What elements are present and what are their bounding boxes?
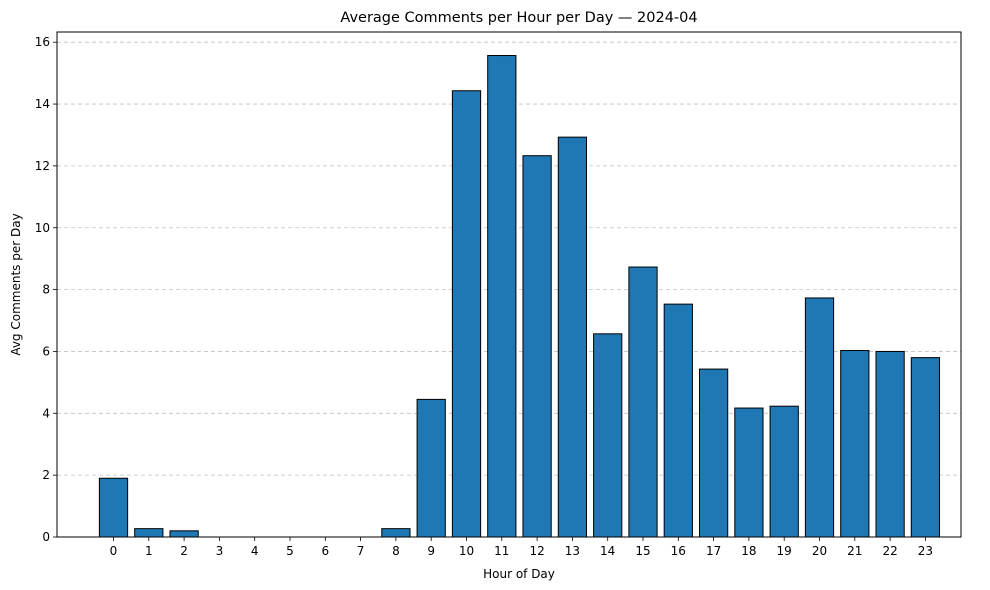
bar-hour-23: [911, 358, 939, 537]
bar-hour-14: [594, 334, 622, 537]
x-tick-label: 8: [392, 544, 400, 558]
x-tick-label: 17: [706, 544, 721, 558]
y-tick-label: 0: [42, 530, 50, 544]
bar-hour-11: [488, 56, 516, 537]
bar-hour-20: [805, 298, 833, 537]
bar-hour-0: [99, 478, 127, 537]
bar-hour-18: [735, 408, 763, 537]
x-tick-label: 15: [635, 544, 650, 558]
x-tick-label: 18: [741, 544, 756, 558]
y-tick-label: 2: [42, 468, 50, 482]
bar-hour-21: [841, 351, 869, 537]
bar-hour-16: [664, 304, 692, 537]
bar-hour-17: [699, 369, 727, 537]
x-tick-label: 11: [494, 544, 509, 558]
x-tick-label: 5: [286, 544, 294, 558]
y-axis-label: Avg Comments per Day: [9, 213, 23, 355]
x-tick-label: 7: [357, 544, 365, 558]
bar-hour-8: [382, 529, 410, 537]
bar-hour-22: [876, 351, 904, 537]
bars: [99, 56, 939, 537]
y-tick-label: 10: [35, 221, 50, 235]
x-tick-label: 9: [427, 544, 435, 558]
x-tick-label: 6: [321, 544, 329, 558]
x-tick-label: 13: [565, 544, 580, 558]
x-tick-label: 1: [145, 544, 153, 558]
x-tick-label: 12: [529, 544, 544, 558]
y-tick-label: 12: [35, 159, 50, 173]
chart-title: Average Comments per Hour per Day — 2024…: [340, 10, 697, 26]
y-tick-label: 4: [42, 406, 50, 420]
y-tick-label: 8: [42, 283, 50, 297]
bar-hour-12: [523, 156, 551, 537]
bar-hour-10: [452, 91, 480, 537]
x-tick-label: 23: [918, 544, 933, 558]
x-tick-label: 10: [459, 544, 474, 558]
x-axis-label: Hour of Day: [483, 567, 555, 581]
x-axis: 0 1 2 3 4 5 6 7 8 9 10 11 12 13 14 15 16 17 18 19 20 21 22 23: [110, 537, 933, 558]
bar-hour-1: [135, 529, 163, 537]
x-tick-label: 14: [600, 544, 615, 558]
x-tick-label: 2: [180, 544, 188, 558]
bar-hour-13: [558, 137, 586, 537]
y-tick-label: 16: [35, 35, 50, 49]
x-tick-label: 21: [847, 544, 862, 558]
x-tick-label: 16: [671, 544, 686, 558]
bar-hour-19: [770, 406, 798, 537]
y-axis: 0 2 4 6 8 10 12 14 16: [35, 35, 57, 544]
x-tick-label: 22: [882, 544, 897, 558]
y-tick-label: 6: [42, 344, 50, 358]
x-tick-label: 3: [216, 544, 224, 558]
x-tick-label: 20: [812, 544, 827, 558]
y-tick-label: 14: [35, 97, 50, 111]
x-tick-label: 19: [777, 544, 792, 558]
bar-hour-2: [170, 531, 198, 537]
x-tick-label: 4: [251, 544, 259, 558]
bar-hour-9: [417, 399, 445, 537]
x-tick-label: 0: [110, 544, 118, 558]
bar-hour-15: [629, 267, 657, 537]
